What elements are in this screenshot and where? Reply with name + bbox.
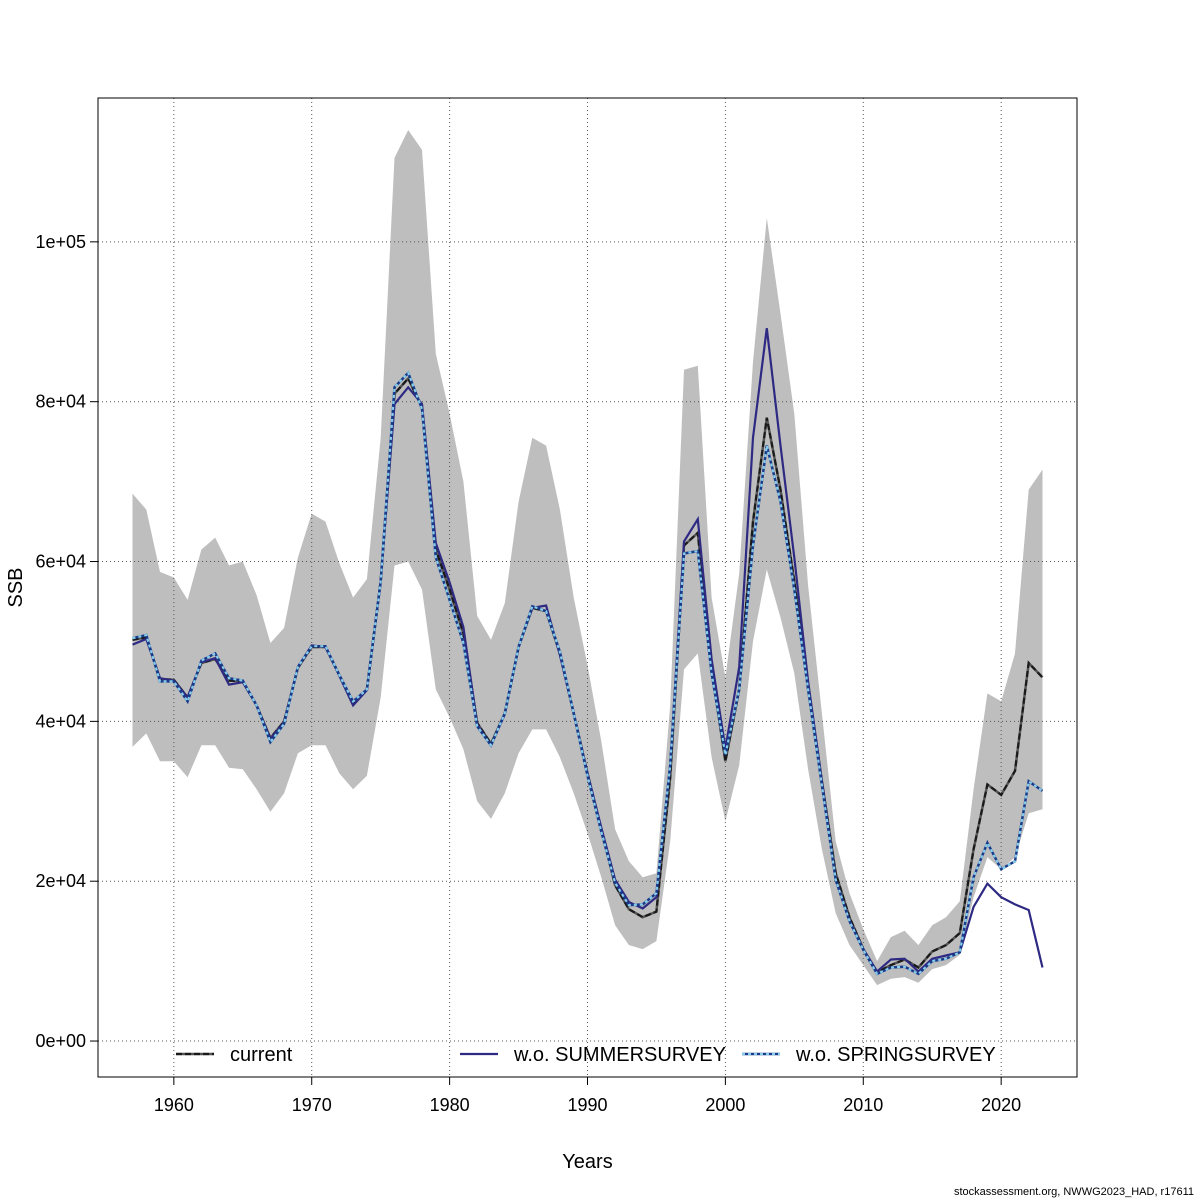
x-tick-label: 1990 [567,1095,607,1115]
y-axis-title: SSB [5,567,27,607]
series-line-3 [132,370,1044,976]
x-tick-label: 1980 [430,1095,470,1115]
legend-label-1: current [230,1044,293,1066]
legend: current w.o. SUMMERSURVEY w.o. SPRINGSURVE… [176,1044,996,1066]
y-tick-label: 1e+05 [35,232,86,252]
y-tick-label: 0e+00 [35,1031,86,1051]
legend-label-2: w.o. SUMMERSURVEY [513,1044,726,1066]
x-tick-label: 1960 [154,1095,194,1115]
y-tick-label: 8e+04 [35,392,86,412]
y-axis: 0e+00 2e+04 4e+04 6e+04 8e+04 1e+05 [35,232,98,1051]
x-tick-label: 2010 [843,1095,883,1115]
confidence-band [132,130,1043,986]
x-tick-label: 2020 [981,1095,1021,1115]
y-tick-label: 2e+04 [35,871,86,891]
y-tick-label: 4e+04 [35,711,86,731]
x-tick-label: 1970 [292,1095,332,1115]
legend-label-3: w.o. SPRINGSURVEY [795,1044,996,1066]
x-tick-label: 2000 [705,1095,745,1115]
series-lines [132,328,1044,976]
y-tick-label: 6e+04 [35,552,86,572]
footer-credit: stockassessment.org, NWWG2023_HAD, r1761… [953,1186,1194,1198]
x-axis: 1960 1970 1980 1990 2000 2010 2020 [154,1077,1021,1115]
confidence-band-area [132,130,1043,986]
x-axis-title: Years [562,1151,612,1173]
